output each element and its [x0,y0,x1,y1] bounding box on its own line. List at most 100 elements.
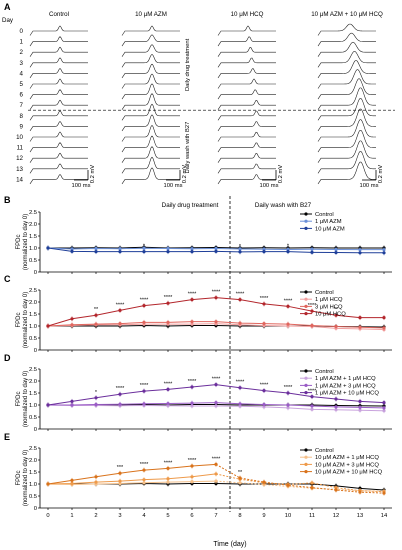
panel-label-a: A [4,2,11,12]
data-point [262,402,266,407]
data-point [46,246,50,250]
ecg-trace [29,46,88,57]
x-tick-label: 14 [381,513,388,519]
data-point [166,477,170,481]
data-point [382,326,386,330]
significance-marker: **** [236,292,245,298]
data-point [334,405,338,409]
data-point [70,478,74,482]
ecg-trace [121,63,180,79]
ecg-trace [217,47,276,57]
series-line-wash [215,323,385,331]
significance-marker: **** [116,302,125,308]
voltage-scale-label: 0.2 mV [278,165,284,183]
significance-marker: **** [212,290,221,296]
data-point [190,247,194,251]
legend-swatch-dot [304,226,308,230]
data-point [190,480,194,484]
panel-label-b: B [4,195,11,205]
data-point [166,246,170,251]
legend-entry: 10 μM AZM [315,226,345,232]
y-tick-label: 0 [34,270,37,276]
legend-entry: Control [315,448,334,454]
time-scale-label: 100 ms [259,183,278,189]
data-point [190,404,194,408]
significance-marker: **** [308,303,317,309]
significance-marker: **** [260,296,269,302]
panel-c-chart: C 0 0.5 1.0 1.5 2.0 2.5 FPDc (normalized to day… [4,274,392,354]
x-axis-title: Time (day) [213,541,246,548]
significance-marker: ** [334,307,339,313]
data-point [190,464,194,468]
series-line-wash [215,250,384,254]
y-tick-label: 2.5 [29,367,37,373]
ecg-trace [121,135,180,153]
data-point [166,466,170,470]
legend-entry: 1 μM AZM + 1 μM HCQ [315,376,376,382]
ecg-trace [29,163,88,174]
ecg-trace [29,57,88,68]
data-point [382,401,386,405]
legend-swatch-dot [304,297,308,301]
significance-marker: **** [236,380,245,386]
data-point [214,472,218,476]
y-tick-label: 2.0 [29,300,37,306]
ecg-trace [317,69,376,89]
significance-marker: * [95,390,98,396]
panel-d-chart: D 0 0.5 1.0 1.5 2.0 2.5 FPDc (normalized to day… [4,353,392,433]
vertical-wash-label: Daily wash with B27 [185,122,191,174]
legend-entry: 1 μM AZM + 10 μM HCQ [315,391,379,397]
data-point [310,323,314,328]
legend-swatch-dot [304,462,308,466]
panel-a-traces: A Control 10 μM AZM 10 μM HCQ 10 μM AZM + 1… [2,2,395,189]
y-axis-title: FPDc [16,235,22,250]
y-tick-label: 2.0 [29,379,37,385]
data-point [286,403,290,407]
data-point [382,409,386,413]
phase-label-wash: Daily wash with B27 [255,202,312,209]
ecg-trace [217,163,276,174]
panel-b-chart: B 0 0.5 1.0 1.5 2.0 2.5 FPDc (normalized to day… [4,195,392,276]
data-point [142,246,146,250]
series-line-wash [215,247,384,251]
data-point [214,246,218,251]
ecg-trace [29,89,88,100]
y-axis-title: FPDc [16,392,22,407]
ecg-trace [317,78,376,100]
significance-marker: **** [188,292,197,298]
data-point [142,402,146,406]
data-point [310,250,314,254]
data-point [382,316,386,320]
y-axis-subtitle: (normalized to day 0) [23,371,29,427]
data-point [358,399,362,403]
data-point [358,251,362,255]
significance-marker: **** [212,377,221,383]
data-point [214,296,218,300]
ecg-trace [121,156,180,174]
ecg-trace [121,54,180,68]
ecg-trace [217,57,276,68]
ecg-trace [317,108,376,132]
data-point [262,480,266,484]
data-point [310,395,314,399]
ecg-trace [317,140,376,163]
x-tick-label: 1 [70,513,73,519]
series-line-treatment [47,323,217,327]
ecg-trace [121,25,180,36]
significance-marker: **** [164,295,173,301]
legend-entry: Control [315,290,334,296]
ecg-trace [121,73,180,89]
legend-swatch-dot [304,219,308,223]
data-point [142,250,146,254]
voltage-scale-label: 0.2 mV [90,165,96,183]
legend-swatch-dot [304,391,308,395]
data-point [238,481,242,485]
time-scale-label: 100 ms [71,183,90,189]
x-tick-label: 9 [262,513,265,519]
data-point [118,471,122,475]
data-point [310,407,314,411]
ecg-trace [217,100,276,110]
series-line-treatment [48,246,217,249]
ecg-trace [29,173,88,185]
